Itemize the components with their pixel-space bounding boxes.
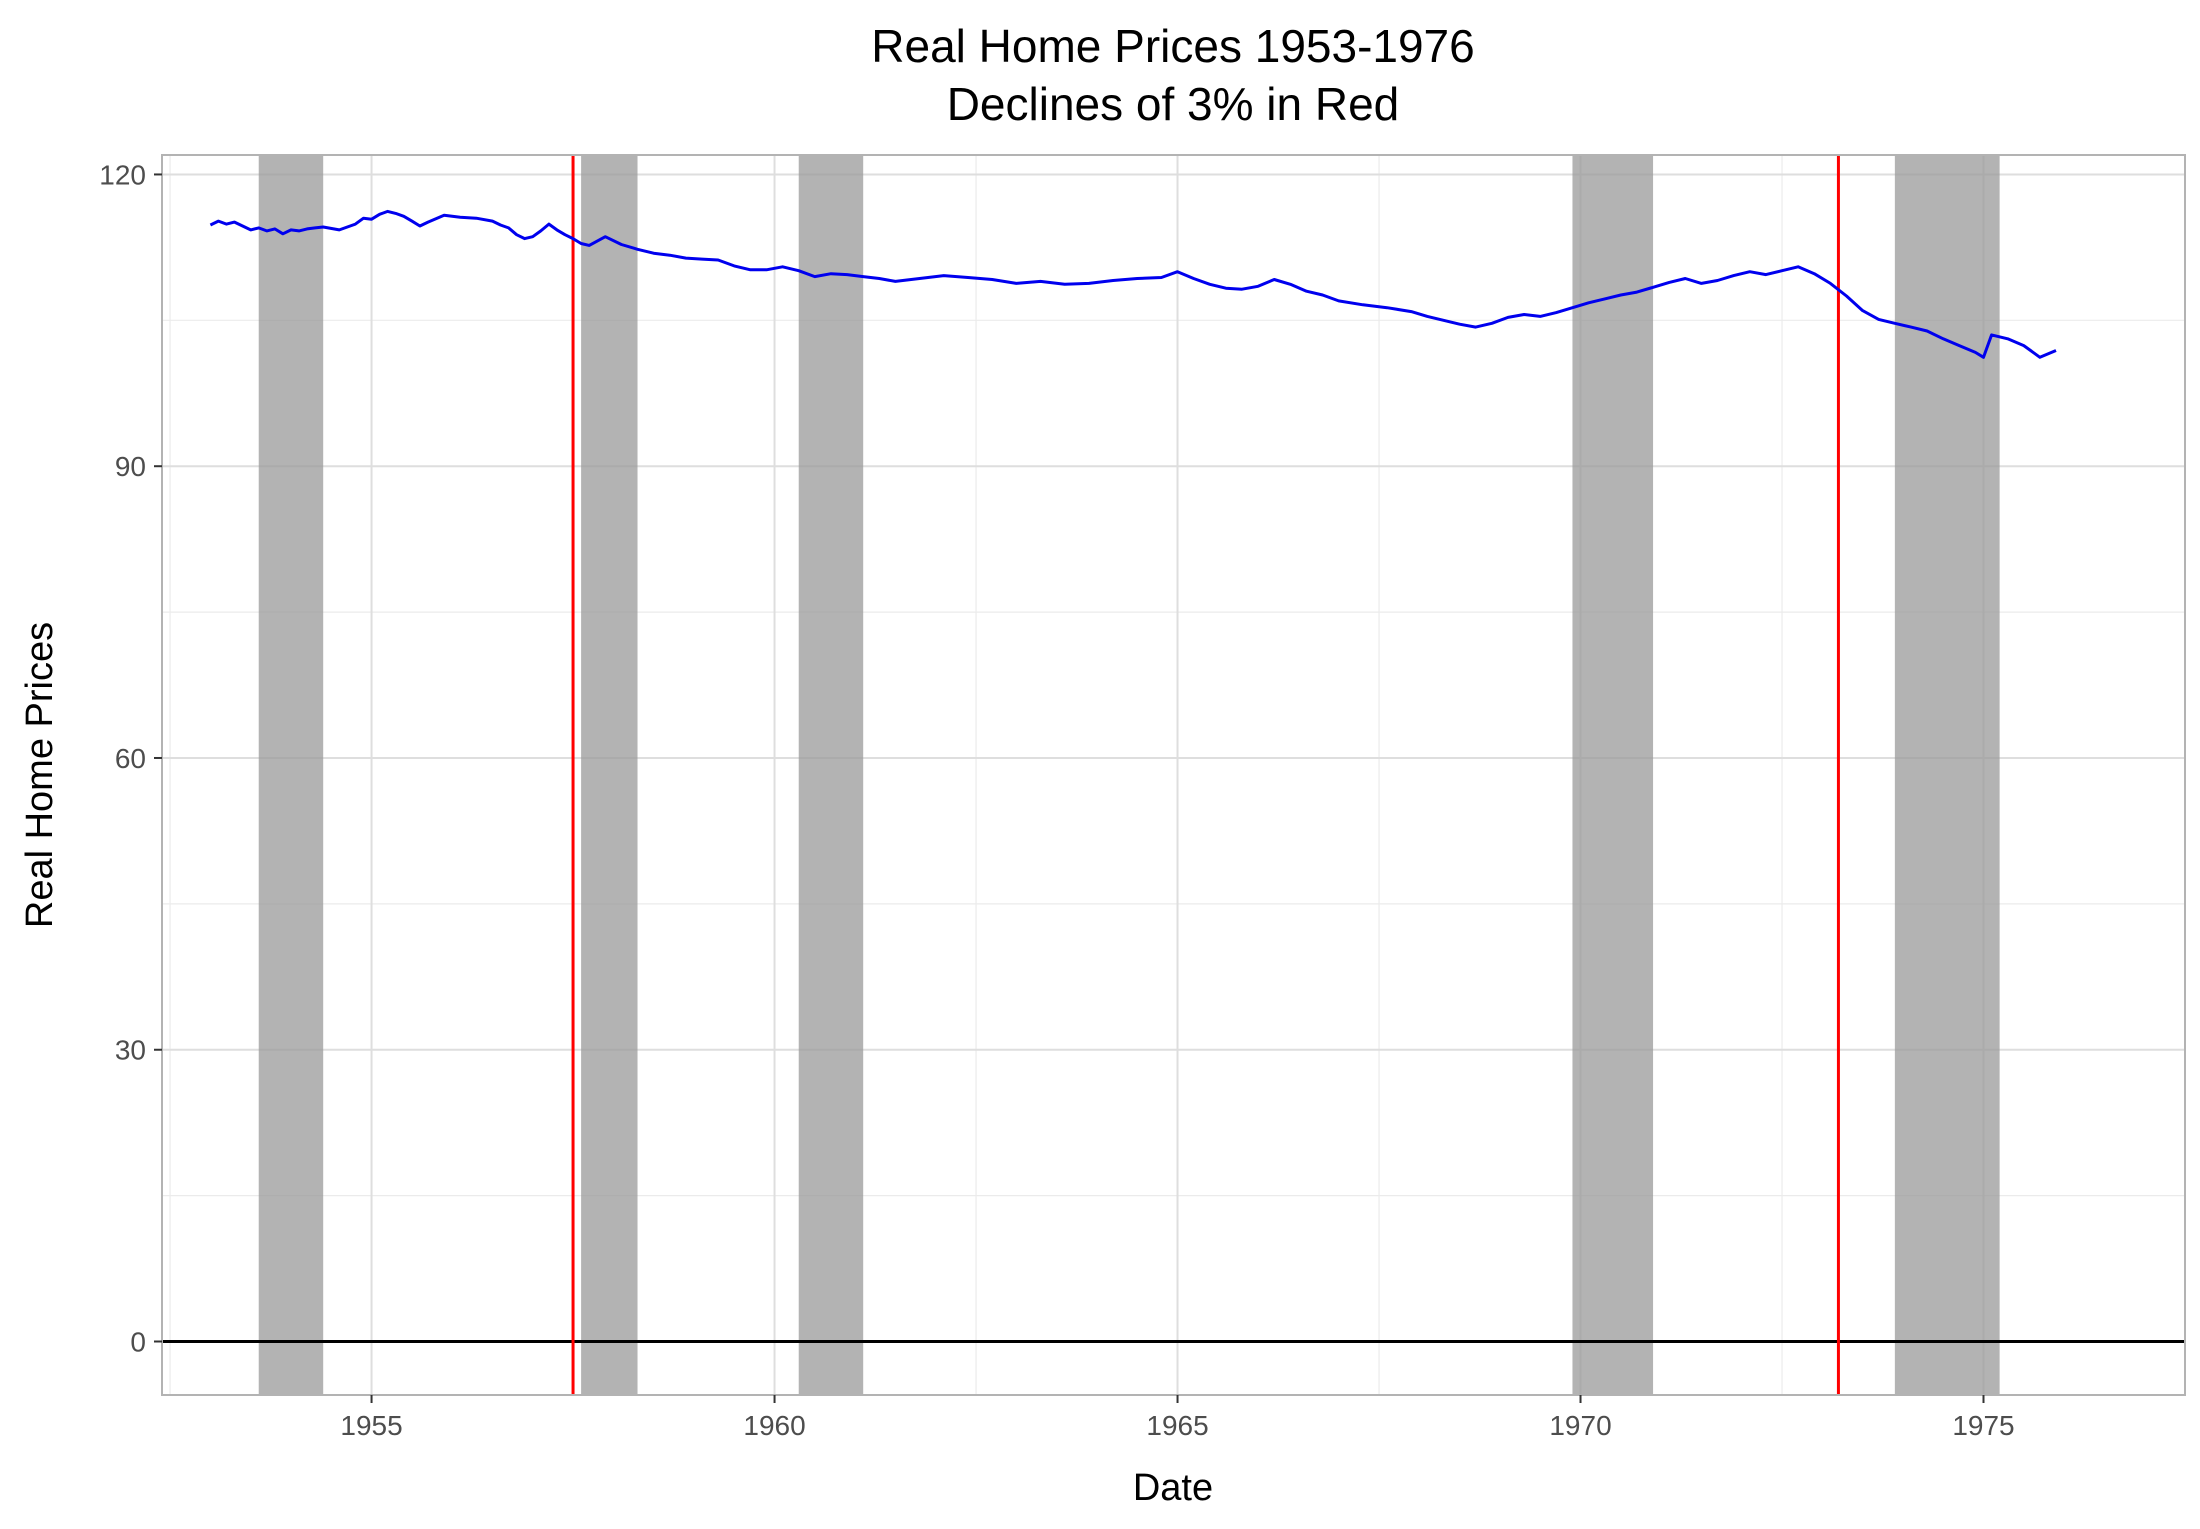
x-axis-title: Date — [1133, 1467, 1213, 1509]
recession-band — [258, 155, 324, 1395]
panel-background — [162, 155, 2185, 1395]
recession-band — [581, 155, 638, 1395]
y-axis-ticks: 0 30 60 90 120 — [99, 159, 162, 1358]
y-tick-label: 60 — [115, 743, 146, 774]
x-tick-label: 1970 — [1549, 1410, 1611, 1441]
recession-bands — [258, 155, 2000, 1395]
recession-band — [1894, 155, 2000, 1395]
y-axis-title: Real Home Prices — [19, 622, 61, 928]
y-tick-label: 90 — [115, 451, 146, 482]
chart-subtitle: Declines of 3% in Red — [947, 78, 1400, 130]
panel-border — [161, 154, 2186, 1396]
decline-markers — [571, 155, 1840, 1395]
x-tick-label: 1975 — [1952, 1410, 2014, 1441]
x-tick-label: 1960 — [743, 1410, 805, 1441]
series-lines — [209, 209, 2057, 359]
recession-band — [798, 155, 864, 1395]
series-line — [209, 209, 2057, 359]
y-tick-label: 30 — [115, 1035, 146, 1066]
y-tick-label: 0 — [130, 1327, 146, 1358]
x-tick-label: 1955 — [340, 1410, 402, 1441]
recession-band — [1572, 155, 1654, 1395]
y-tick-label: 120 — [99, 159, 146, 190]
x-tick-label: 1965 — [1146, 1410, 1208, 1441]
chart-title: Real Home Prices 1953-1976 — [871, 20, 1474, 72]
x-axis-ticks: 1955 1960 1965 1970 1975 — [340, 1395, 2015, 1441]
